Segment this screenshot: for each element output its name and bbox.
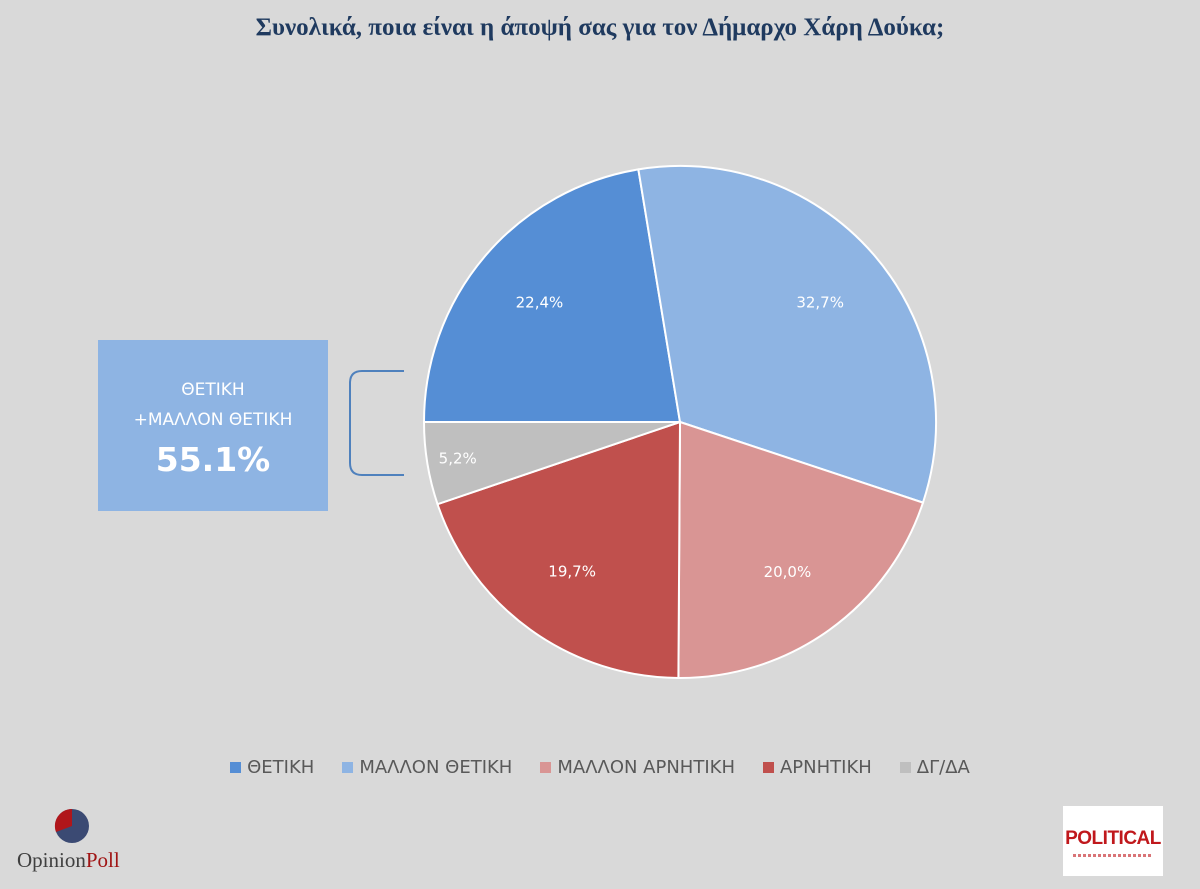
chart-title: Συνολικά, ποια είναι η άποψή σας για τον… xyxy=(255,14,945,41)
legend-swatch-3 xyxy=(540,762,552,773)
pie-chart: 22,4% 32,7% 20,0% 19,7% 5,2% xyxy=(422,165,937,680)
callout-bracket xyxy=(349,370,404,476)
legend-swatch-2 xyxy=(342,762,354,773)
legend-item-4: ΑΡΝΗΤΙΚΗ xyxy=(762,757,872,778)
pie-slice-3 xyxy=(677,420,925,679)
legend-item-2: ΜΑΛΛΟΝ ΘΕΤΙΚΗ xyxy=(342,757,512,778)
callout-line-2: +ΜΑΛΛΟΝ ΘΕΤΙΚΗ xyxy=(133,410,293,430)
legend-label-4: ΑΡΝΗΤΙΚΗ xyxy=(779,757,872,778)
callout-line-1: ΘΕΤΙΚΗ xyxy=(181,380,245,400)
pie-slice-label-3: 20,0% xyxy=(764,563,812,581)
pie-slice-2 xyxy=(637,165,937,504)
opinionpoll-logo: OpinionPoll xyxy=(14,806,144,876)
pie-slice-4 xyxy=(436,420,682,680)
legend-label-3: ΜΑΛΛΟΝ ΑΡΝΗΤΙΚΗ xyxy=(557,757,735,778)
pie-slice-label-2: 32,7% xyxy=(796,293,844,311)
legend-item-3: ΜΑΛΛΟΝ ΑΡΝΗΤΙΚΗ xyxy=(540,757,735,778)
pie-slice-label-5: 5,2% xyxy=(439,450,477,468)
legend-swatch-4 xyxy=(762,762,774,773)
legend-label-2: ΜΑΛΛΟΝ ΘΕΤΙΚΗ xyxy=(359,757,513,778)
pie-slice-5 xyxy=(422,421,681,506)
opinionpoll-logo-mark xyxy=(54,808,89,843)
legend-label-5: ΔΓ/ΔΑ xyxy=(916,757,970,778)
combined-positive-callout: ΘΕΤΙΚΗ +ΜΑΛΛΟΝ ΘΕΤΙΚΗ 55.1% xyxy=(98,340,328,511)
political-logo-text: POLITICAL xyxy=(1065,828,1161,849)
opinionpoll-logo-text: OpinionPoll xyxy=(17,848,120,872)
legend-item-1: ΘΕΤΙΚΗ xyxy=(230,757,314,778)
pie-slice-1 xyxy=(422,168,682,423)
pie-slice-label-1: 22,4% xyxy=(516,294,564,312)
legend-item-5: ΔΓ/ΔΑ xyxy=(899,757,970,778)
legend-label-1: ΘΕΤΙΚΗ xyxy=(247,757,315,778)
legend-swatch-1 xyxy=(230,762,242,773)
callout-value: 55.1% xyxy=(155,440,271,479)
legend-swatch-5 xyxy=(899,762,911,773)
political-logo: POLITICAL xyxy=(1063,806,1163,876)
pie-slice-label-4: 19,7% xyxy=(548,562,596,580)
political-logo-tagline xyxy=(1073,854,1153,857)
chart-legend: ΘΕΤΙΚΗ ΜΑΛΛΟΝ ΘΕΤΙΚΗ ΜΑΛΛΟΝ ΑΡΝΗΤΙΚΗ ΑΡΝΗΤΙ… xyxy=(0,757,1200,778)
